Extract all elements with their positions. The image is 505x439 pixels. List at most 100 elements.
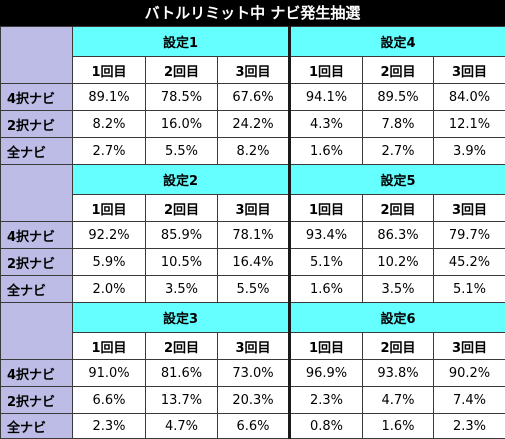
column-header: 1回目 — [73, 57, 146, 84]
probability-cell: 96.9% — [290, 360, 363, 387]
row-label: 4択ナビ — [1, 222, 73, 249]
column-header: 1回目 — [290, 57, 363, 84]
probability-cell: 6.6% — [73, 387, 146, 414]
probability-cell: 89.5% — [363, 84, 434, 111]
setting-header: 設定3 — [73, 303, 290, 333]
probability-cell: 5.5% — [218, 276, 290, 303]
row-label: 2択ナビ — [1, 111, 73, 138]
probability-cell: 73.0% — [218, 360, 290, 387]
probability-cell: 12.1% — [434, 111, 505, 138]
probability-cell: 85.9% — [146, 222, 218, 249]
column-header: 2回目 — [146, 333, 218, 360]
row-label: 全ナビ — [1, 414, 73, 439]
probability-cell: 91.0% — [73, 360, 146, 387]
probability-cell: 4.7% — [146, 414, 218, 439]
row-label: 2択ナビ — [1, 249, 73, 276]
probability-cell: 20.3% — [218, 387, 290, 414]
column-header: 2回目 — [146, 195, 218, 222]
probability-cell: 8.2% — [218, 138, 290, 165]
probability-cell: 4.7% — [363, 387, 434, 414]
probability-cell: 8.2% — [73, 111, 146, 138]
probability-cell: 7.8% — [363, 111, 434, 138]
corner-cell — [1, 303, 73, 360]
probability-cell: 3.5% — [363, 276, 434, 303]
probability-cell: 3.9% — [434, 138, 505, 165]
probability-cell: 6.6% — [218, 414, 290, 439]
probability-cell: 5.1% — [290, 249, 363, 276]
probability-cell: 81.6% — [146, 360, 218, 387]
probability-cell: 84.0% — [434, 84, 505, 111]
probability-cell: 86.3% — [363, 222, 434, 249]
column-header: 1回目 — [290, 333, 363, 360]
column-header: 3回目 — [218, 195, 290, 222]
probability-cell: 16.0% — [146, 111, 218, 138]
probability-cell: 90.2% — [434, 360, 505, 387]
probability-cell: 45.2% — [434, 249, 505, 276]
row-label: 2択ナビ — [1, 387, 73, 414]
probability-cell: 4.3% — [290, 111, 363, 138]
column-header: 2回目 — [363, 57, 434, 84]
sheet-title: バトルリミット中 ナビ発生抽選 — [0, 0, 505, 26]
column-header: 1回目 — [290, 195, 363, 222]
probability-cell: 5.1% — [434, 276, 505, 303]
probability-cell: 89.1% — [73, 84, 146, 111]
corner-cell — [1, 27, 73, 84]
row-label: 4択ナビ — [1, 360, 73, 387]
row-label: 全ナビ — [1, 138, 73, 165]
probability-cell: 13.7% — [146, 387, 218, 414]
probability-cell: 1.6% — [290, 138, 363, 165]
probability-cell: 1.6% — [290, 276, 363, 303]
row-label: 全ナビ — [1, 276, 73, 303]
column-header: 2回目 — [363, 333, 434, 360]
probability-cell: 0.8% — [290, 414, 363, 439]
column-header: 2回目 — [363, 195, 434, 222]
probability-cell: 92.2% — [73, 222, 146, 249]
column-header: 3回目 — [434, 333, 505, 360]
probability-cell: 67.6% — [218, 84, 290, 111]
setting-header: 設定1 — [73, 27, 290, 57]
probability-cell: 5.5% — [146, 138, 218, 165]
probability-cell: 2.3% — [434, 414, 505, 439]
setting-header: 設定6 — [290, 303, 505, 333]
setting-header: 設定2 — [73, 165, 290, 195]
probability-cell: 1.6% — [363, 414, 434, 439]
probability-cell: 78.5% — [146, 84, 218, 111]
probability-cell: 93.8% — [363, 360, 434, 387]
probability-cell: 16.4% — [218, 249, 290, 276]
probability-cell: 78.1% — [218, 222, 290, 249]
probability-cell: 79.7% — [434, 222, 505, 249]
column-header: 3回目 — [434, 57, 505, 84]
probability-cell: 10.5% — [146, 249, 218, 276]
setting-header: 設定4 — [290, 27, 505, 57]
probability-cell: 2.0% — [73, 276, 146, 303]
column-header: 3回目 — [218, 333, 290, 360]
probability-cell: 3.5% — [146, 276, 218, 303]
setting-header: 設定5 — [290, 165, 505, 195]
column-header: 3回目 — [434, 195, 505, 222]
row-label: 4択ナビ — [1, 84, 73, 111]
probability-cell: 5.9% — [73, 249, 146, 276]
probability-cell: 7.4% — [434, 387, 505, 414]
probability-cell: 94.1% — [290, 84, 363, 111]
column-header: 3回目 — [218, 57, 290, 84]
probability-cell: 2.3% — [290, 387, 363, 414]
probability-cell: 93.4% — [290, 222, 363, 249]
probability-cell: 10.2% — [363, 249, 434, 276]
